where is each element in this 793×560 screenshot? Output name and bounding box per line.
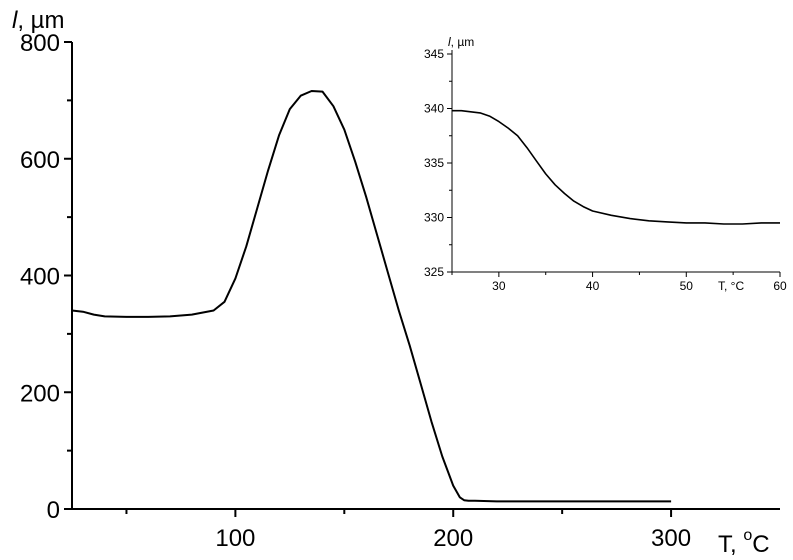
- inset-x-tick-label: 40: [586, 279, 600, 293]
- main-tick-labels: 0 200 400 600 800 100 200 300: [20, 30, 691, 552]
- main-y-axis-label-unit: , µm: [17, 7, 64, 34]
- main-x-axis-label: T, oC: [718, 527, 770, 558]
- inset-axes: [451, 50, 780, 273]
- main-y-axis-label-symbol: l: [12, 7, 18, 34]
- inset-y-tick-label: 340: [424, 102, 444, 116]
- main-y-tick-label: 0: [47, 497, 60, 524]
- inset-y-axis-label: l, µm: [448, 35, 474, 49]
- main-x-tick-label: 100: [215, 525, 255, 552]
- inset-y-tick-label: 330: [424, 211, 444, 225]
- main-y-tick-label: 600: [20, 147, 60, 174]
- inset-x-tick-label: 30: [492, 279, 506, 293]
- main-y-tick-label: 400: [20, 264, 60, 291]
- main-x-axis-label-degree: o: [743, 527, 752, 544]
- inset-background: [452, 50, 780, 272]
- main-x-tick-label: 300: [651, 525, 691, 552]
- main-y-tick-label: 200: [20, 380, 60, 407]
- inset-y-axis-label-unit: , µm: [451, 35, 475, 49]
- inset-chart: 325 330 335 340 345 30 40 50 60 l, µm T, °C: [424, 35, 787, 293]
- main-x-tick-label: 200: [433, 525, 473, 552]
- main-ticks: [64, 41, 673, 517]
- inset-ticks: [447, 53, 781, 277]
- main-x-axis-label-base: T,: [718, 531, 743, 558]
- inset-x-tick-label: 60: [773, 279, 787, 293]
- inset-x-tick-label: 50: [680, 279, 694, 293]
- inset-tick-labels: 325 330 335 340 345 30 40 50 60: [424, 47, 787, 293]
- inset-x-axis-label: T, °C: [718, 279, 744, 293]
- main-x-axis-label-unit: C: [752, 531, 769, 558]
- inset-y-tick-label: 345: [424, 47, 444, 61]
- inset-y-tick-label: 335: [424, 156, 444, 170]
- main-y-tick-label: 800: [20, 30, 60, 57]
- inset-series-line: [452, 109, 780, 225]
- inset-y-tick-label: 325: [424, 265, 444, 279]
- inset-y-axis-label-symbol: l: [448, 35, 451, 49]
- main-series-line: [71, 90, 672, 503]
- main-y-axis-label: l, µm: [12, 7, 65, 34]
